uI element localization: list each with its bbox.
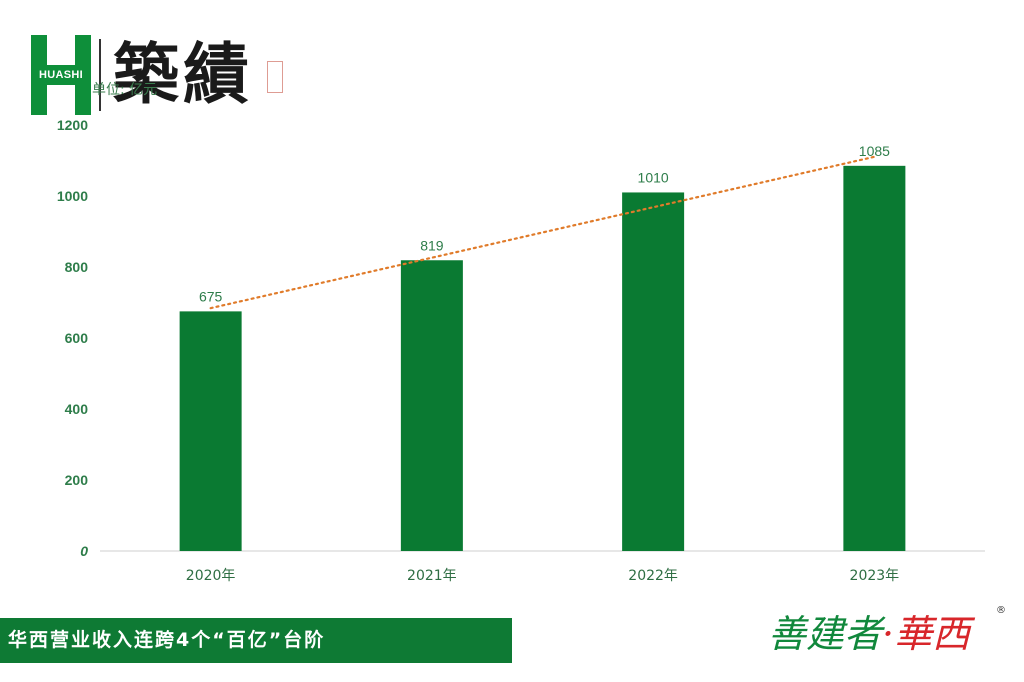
data-label: 819 (420, 237, 444, 253)
logo-divider (99, 39, 101, 111)
y-tick-label: 600 (65, 330, 89, 346)
x-tick-label: 2022年 (628, 568, 678, 584)
y-tick-label: 400 (65, 401, 89, 417)
x-axis-labels: 2020年 2021年 2022年 2023年 (186, 568, 899, 584)
y-axis-ticks: 0 200 400 600 800 1000 1200 (57, 117, 88, 559)
huashi-logo: HUASHI 築績 (31, 35, 283, 117)
bar (400, 260, 463, 551)
logo-brand-text: HUASHI (31, 68, 91, 82)
slogan-logo: 善建者·華西 (768, 604, 1013, 664)
revenue-banner: 华西营业收入连跨4个“百亿”台阶 (0, 618, 512, 663)
bar (179, 311, 242, 551)
logo-h-mark: HUASHI (31, 35, 91, 115)
y-tick-label: 800 (65, 259, 89, 275)
x-tick-label: 2020年 (186, 568, 236, 584)
y-tick-label: 0 (80, 543, 88, 559)
trend-line (209, 155, 876, 310)
data-label: 1010 (638, 169, 669, 185)
slogan-part-b: ·華西 (882, 612, 971, 656)
data-label: 675 (199, 288, 223, 304)
x-tick-label: 2021年 (407, 568, 457, 584)
y-tick-label: 200 (65, 472, 89, 488)
logo-seal-stamp (267, 61, 283, 93)
x-tick-label: 2023年 (850, 568, 900, 584)
unit-label: 单位: 亿元 (92, 82, 158, 98)
y-tick-label: 1200 (57, 117, 88, 133)
y-tick-label: 1000 (57, 188, 88, 204)
bar (843, 165, 906, 551)
bars-group (179, 165, 906, 551)
data-labels: 675 819 1010 1085 (199, 143, 890, 305)
registered-mark: ® (996, 605, 1006, 616)
bar (622, 192, 685, 551)
data-label: 1085 (859, 143, 890, 159)
slogan-part-a: 善建者 (768, 612, 883, 656)
logo-calligraphy: 築績 (113, 35, 253, 113)
